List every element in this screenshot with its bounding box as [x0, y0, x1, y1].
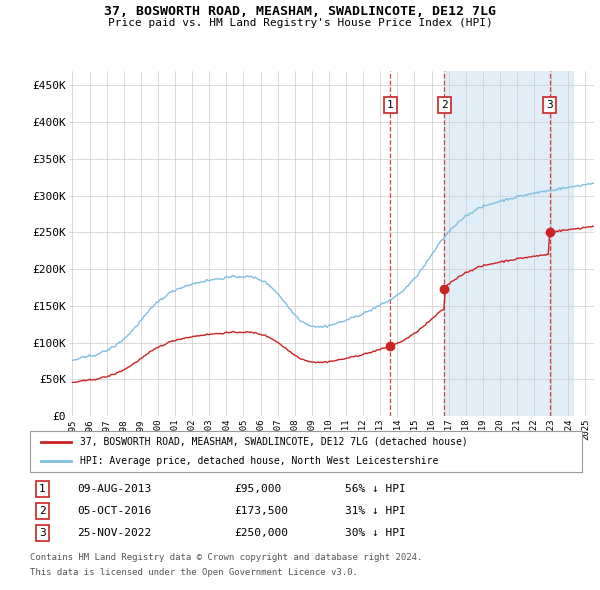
Text: 30% ↓ HPI: 30% ↓ HPI	[344, 528, 406, 538]
Text: 37, BOSWORTH ROAD, MEASHAM, SWADLINCOTE, DE12 7LG: 37, BOSWORTH ROAD, MEASHAM, SWADLINCOTE,…	[104, 5, 496, 18]
Text: HPI: Average price, detached house, North West Leicestershire: HPI: Average price, detached house, Nort…	[80, 456, 438, 466]
Text: £95,000: £95,000	[234, 484, 281, 494]
Text: 25-NOV-2022: 25-NOV-2022	[77, 528, 151, 538]
Text: £250,000: £250,000	[234, 528, 288, 538]
Text: 2: 2	[441, 100, 448, 110]
Text: 37, BOSWORTH ROAD, MEASHAM, SWADLINCOTE, DE12 7LG (detached house): 37, BOSWORTH ROAD, MEASHAM, SWADLINCOTE,…	[80, 437, 467, 447]
Text: 05-OCT-2016: 05-OCT-2016	[77, 506, 151, 516]
Text: This data is licensed under the Open Government Licence v3.0.: This data is licensed under the Open Gov…	[30, 568, 358, 576]
Text: 3: 3	[39, 528, 46, 538]
Text: 31% ↓ HPI: 31% ↓ HPI	[344, 506, 406, 516]
Text: Contains HM Land Registry data © Crown copyright and database right 2024.: Contains HM Land Registry data © Crown c…	[30, 553, 422, 562]
Text: 1: 1	[387, 100, 394, 110]
Text: 3: 3	[546, 100, 553, 110]
Text: Price paid vs. HM Land Registry's House Price Index (HPI): Price paid vs. HM Land Registry's House …	[107, 18, 493, 28]
Text: 1: 1	[39, 484, 46, 494]
Text: 2: 2	[39, 506, 46, 516]
Text: £173,500: £173,500	[234, 506, 288, 516]
Bar	[445, 71, 574, 416]
Text: 56% ↓ HPI: 56% ↓ HPI	[344, 484, 406, 494]
Text: 09-AUG-2013: 09-AUG-2013	[77, 484, 151, 494]
